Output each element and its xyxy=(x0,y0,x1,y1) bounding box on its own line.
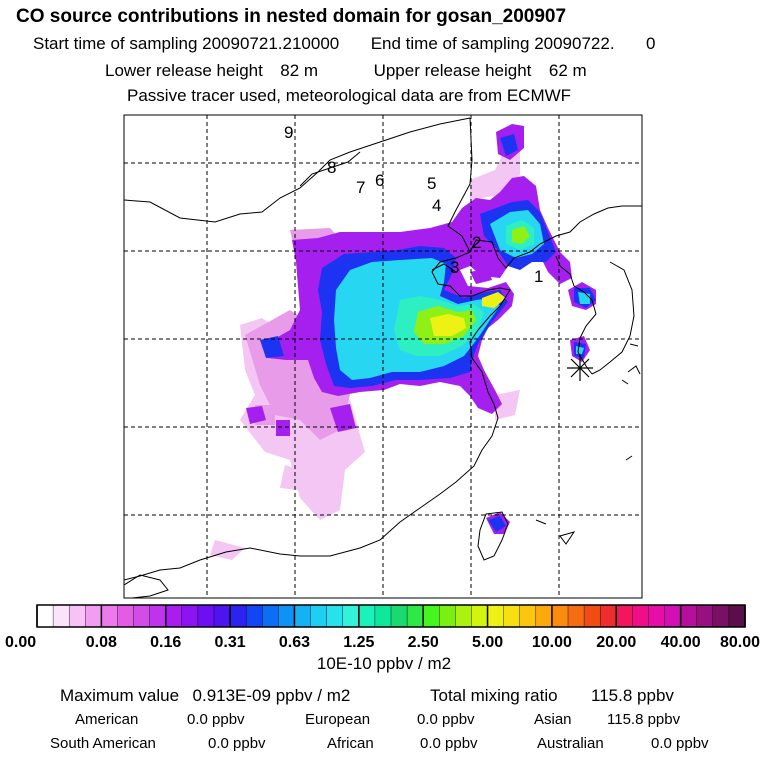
map-label-9: 9 xyxy=(284,123,293,142)
tracer-note: Passive tracer used, meteorological data… xyxy=(127,86,572,105)
colorbar-tick-label: 1.25 xyxy=(343,634,374,651)
map-label-8: 8 xyxy=(327,158,336,177)
map-label-4: 4 xyxy=(432,196,441,215)
region-american-value: 0.0 ppbv xyxy=(187,711,245,728)
colorbar-tick-label: 80.00 xyxy=(720,634,760,651)
map-frame xyxy=(123,114,643,599)
colorbar-tick-label: 5.00 xyxy=(472,634,503,651)
upper-height-label: Upper release height xyxy=(373,61,532,80)
max-value-line: Maximum value 0.913E-09 ppbv / m2 xyxy=(60,686,350,706)
sampling-times: Start time of sampling 20090721.210000 E… xyxy=(33,34,656,54)
region-australian-value: 0.0 ppbv xyxy=(651,735,709,752)
map-label-7: 7 xyxy=(356,178,365,197)
region-australian-name: Australian xyxy=(537,735,604,752)
map-label-1: 1 xyxy=(534,267,543,286)
map-label-6: 6 xyxy=(375,171,384,190)
map-label-2: 2 xyxy=(472,233,481,252)
colorbar-tick-label: 0.00 xyxy=(5,634,36,651)
map-panel: 1 2 3 4 5 6 7 8 9 xyxy=(123,114,643,599)
end-time-label: End time of sampling xyxy=(370,34,530,53)
graticule xyxy=(124,115,642,598)
start-time-value: 20090721.210000 xyxy=(202,34,340,53)
page-title: CO source contributions in nested domain… xyxy=(16,6,567,27)
colorbar-tick-label: 10.00 xyxy=(532,634,572,651)
colorbar-tick-label: 0.08 xyxy=(86,634,117,651)
map-label-3: 3 xyxy=(450,258,459,277)
region-european-name: European xyxy=(305,711,371,728)
release-heights: Lower release height 82 m Upper release … xyxy=(105,61,587,81)
region-european-value: 0.0 ppbv xyxy=(417,711,475,728)
start-time-label: Start time of sampling xyxy=(33,34,198,53)
end-time-value: 20090722. xyxy=(534,34,615,53)
total-mixing-value: 115.8 ppbv xyxy=(591,686,674,705)
max-value-label: Maximum value xyxy=(60,686,180,705)
lower-height-value: 82 m xyxy=(280,61,319,80)
asterisk-receptor-icon xyxy=(567,355,593,381)
colorbar-tick-label: 0.16 xyxy=(150,634,181,651)
region-african-value: 0.0 ppbv xyxy=(420,735,478,752)
max-value: 0.913E-09 ppbv / m2 xyxy=(192,686,351,705)
total-mixing-label: Total mixing ratio xyxy=(430,686,558,705)
colorbar-tick-label: 20.00 xyxy=(596,634,636,651)
number-labels: 1 2 3 4 5 6 7 8 9 xyxy=(284,123,543,286)
colorbar-unit-label: 10E-10 ppbv / m2 xyxy=(316,654,452,673)
region-south-american-value: 0.0 ppbv xyxy=(208,735,266,752)
region-asian-name: Asian xyxy=(534,711,572,728)
colorbar-tick-label: 0.31 xyxy=(215,634,246,651)
colorbar-tick-label: 2.50 xyxy=(408,634,439,651)
colorbar-tick-label: 40.00 xyxy=(661,634,701,651)
upper-height-value: 62 m xyxy=(548,61,587,80)
region-south-american-name: South American xyxy=(50,735,156,752)
total-mixing-line: Total mixing ratio 115.8 ppbv xyxy=(430,686,674,706)
region-african-name: African xyxy=(327,735,374,752)
region-american-name: American xyxy=(75,711,139,728)
coastlines xyxy=(124,117,642,598)
contribution-field xyxy=(210,124,596,560)
colorbar-tick-label: 0.63 xyxy=(279,634,310,651)
end-time-extra: 0 xyxy=(646,34,656,53)
map-label-5: 5 xyxy=(427,174,436,193)
lower-height-label: Lower release height xyxy=(105,61,263,80)
region-asian-value: 115.8 ppbv xyxy=(607,711,681,728)
